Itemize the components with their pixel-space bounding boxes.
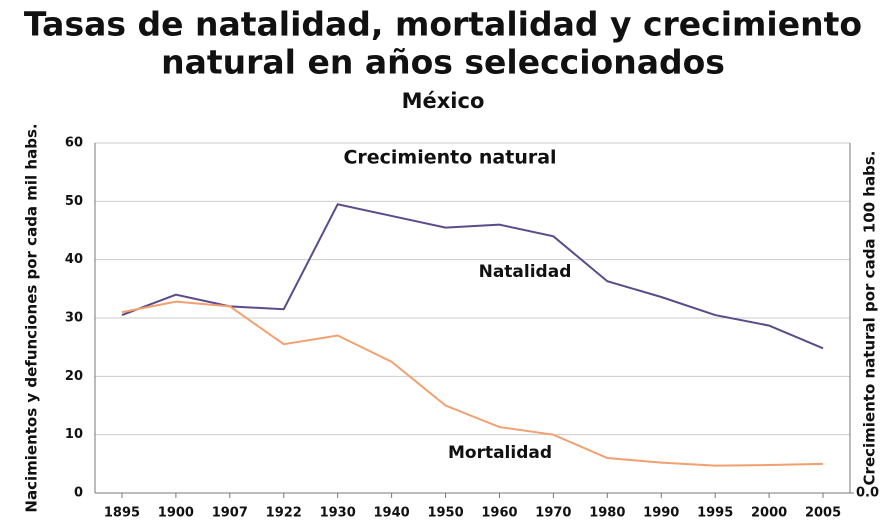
chart-subtitle: México xyxy=(402,89,485,113)
x-tick-label: 1950 xyxy=(427,506,463,521)
x-tick-label: 1907 xyxy=(212,506,248,521)
chart-title: natural en años seleccionados xyxy=(161,43,725,82)
y-tick-label: 50 xyxy=(65,194,83,209)
x-tick-label: 1980 xyxy=(589,506,625,521)
annotation: Crecimiento natural xyxy=(343,147,556,169)
x-tick-label: 1930 xyxy=(320,506,356,521)
y2-tick-label: 0.0 xyxy=(856,486,879,501)
x-tick-label: 1960 xyxy=(481,506,517,521)
y2-axis-label: Crecimiento natural por cada 100 habs. xyxy=(861,151,879,486)
x-tick-label: 1940 xyxy=(374,506,410,521)
line xyxy=(121,203,824,350)
y-tick-label: 0 xyxy=(74,486,83,501)
x-tick-label: 1922 xyxy=(266,506,302,521)
x-tick-label: 2005 xyxy=(805,506,841,521)
series-label: Natalidad xyxy=(479,262,572,282)
line xyxy=(121,300,824,467)
series-label: Mortalidad xyxy=(448,443,552,463)
x-tick-label: 1900 xyxy=(158,506,194,521)
x-tick-label: 2000 xyxy=(751,506,787,521)
x-tick-label: 1990 xyxy=(643,506,679,521)
x-tick-label: 1895 xyxy=(104,506,140,521)
y-tick-label: 30 xyxy=(65,311,83,326)
y-tick-label: 10 xyxy=(65,427,83,442)
y-tick-label: 60 xyxy=(65,136,83,151)
y-axis-label: Nacimientos y defunciones por cada mil h… xyxy=(23,123,41,512)
chart-title: Tasas de natalidad, mortalidad y crecimi… xyxy=(24,5,862,44)
y-tick-label: 20 xyxy=(65,369,83,384)
y-tick-label: 40 xyxy=(65,252,83,267)
x-tick-label: 1995 xyxy=(697,506,733,521)
x-tick-label: 1970 xyxy=(535,506,571,521)
